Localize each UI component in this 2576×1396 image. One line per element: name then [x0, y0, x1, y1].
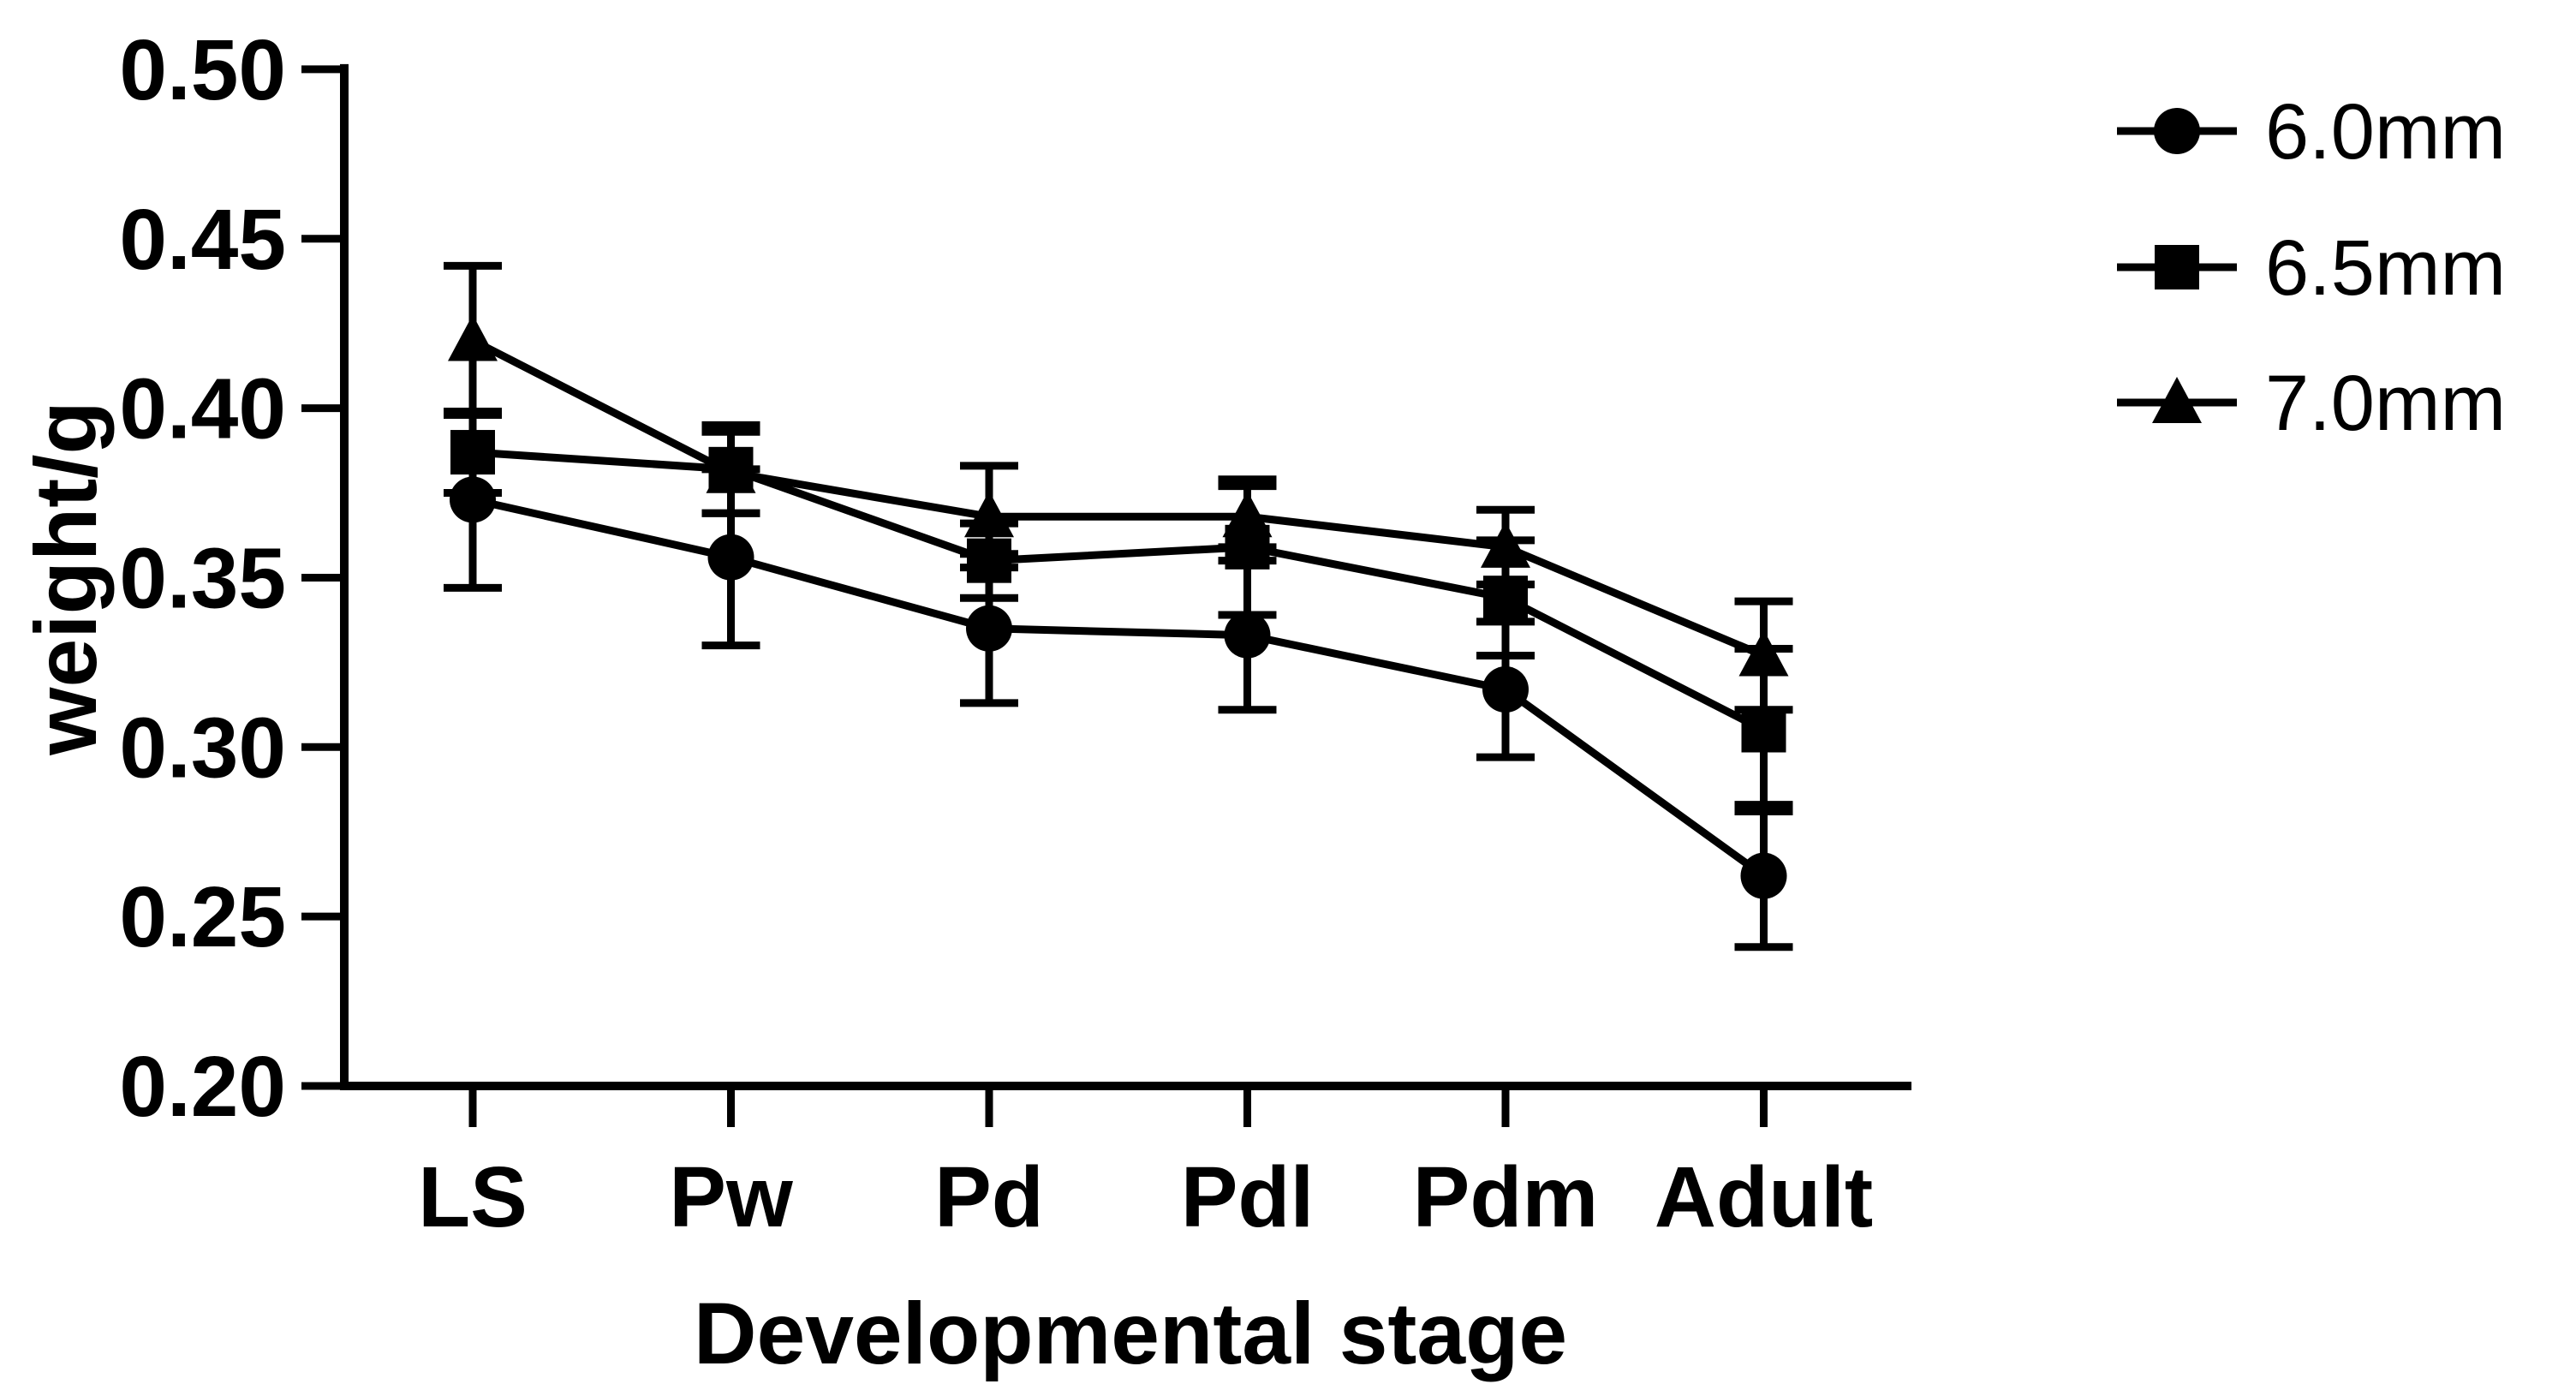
data-point-circle [450, 476, 496, 523]
y-tick-label: 0.25 [119, 869, 286, 965]
x-tick-label: Adult [1655, 1149, 1873, 1245]
data-point-square [1483, 576, 1528, 621]
y-tick-label: 0.45 [119, 192, 286, 288]
data-point-circle [1482, 666, 1529, 713]
series-line [472, 496, 1767, 880]
data-point-square [450, 430, 495, 475]
data-point-square [1741, 707, 1786, 753]
legend-item-6.0mm: 6.0mm [2117, 88, 2506, 176]
legend-circle-icon [2154, 108, 2200, 154]
y-tick-label: 0.30 [119, 700, 286, 796]
data-point-circle [1740, 852, 1787, 899]
x-tick-label: Pdm [1413, 1149, 1599, 1245]
x-tick-label: Pw [669, 1149, 793, 1245]
data-point-square [1225, 524, 1270, 570]
series-line [470, 337, 1766, 659]
x-tick-label: Pdl [1181, 1149, 1315, 1245]
data-series [444, 261, 1793, 952]
legend-triangle-icon [2152, 377, 2202, 423]
series-6.5mm [444, 408, 1793, 815]
data-point-circle [966, 605, 1012, 652]
y-tick-label: 0.50 [119, 22, 286, 118]
legend: 6.0mm 6.5mm 7.0mm [2117, 88, 2506, 447]
legend-label: 7.0mm [2265, 360, 2506, 447]
legend-item-7.0mm: 7.0mm [2117, 360, 2506, 447]
legend-label: 6.5mm [2265, 224, 2506, 312]
data-point-square [708, 446, 754, 492]
y-tick-label: 0.20 [119, 1039, 286, 1135]
x-axis-title: Developmental stage [694, 1285, 1567, 1382]
data-point-circle [707, 534, 754, 581]
y-tick-label: 0.35 [119, 530, 286, 626]
y-axis-title: weight/g [17, 401, 115, 756]
x-tick-label: LS [418, 1149, 528, 1245]
legend-square-icon [2155, 245, 2199, 289]
series-line [472, 448, 1766, 734]
axes: 0.20 0.25 0.30 0.35 0.40 0.45 0.50 LS Pw Pd Pdl Pdm… [119, 22, 1911, 1245]
y-tick-label: 0.40 [119, 361, 286, 457]
series-6.0mm [444, 408, 1793, 952]
data-point-square [967, 538, 1011, 583]
legend-item-6.5mm: 6.5mm [2117, 224, 2506, 312]
data-point-circle [1224, 611, 1271, 659]
x-tick-label: Pd [934, 1149, 1044, 1245]
data-point-triangle [448, 314, 498, 361]
legend-label: 6.0mm [2265, 88, 2506, 176]
